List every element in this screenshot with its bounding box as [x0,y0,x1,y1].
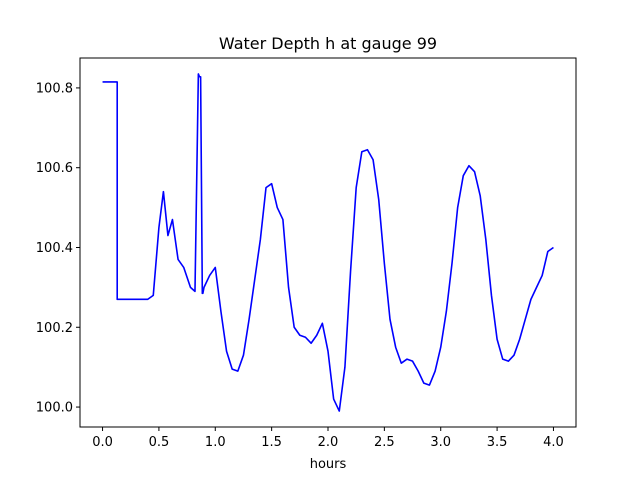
plot-area [102,73,554,412]
y-tick-label: 100.0 [36,401,73,416]
chart-title: Water Depth h at gauge 99 [219,34,437,53]
y-axis: 100.0 100.2 100.4 100.6 100.8 [36,81,80,416]
y-tick-label: 100.4 [36,241,73,256]
x-tick-label: 1.5 [261,435,282,450]
x-tick-label: 1.0 [205,435,226,450]
x-tick-label: 3.0 [430,435,451,450]
y-tick-label: 100.8 [36,81,73,96]
series-line [102,73,554,412]
x-axis: 0.0 0.5 1.0 1.5 2.0 2.5 3.0 3.5 4.0 [92,427,564,450]
x-tick-label: 4.0 [543,435,564,450]
x-tick-label: 3.5 [487,435,508,450]
y-tick-label: 100.2 [36,321,73,336]
x-tick-label: 0.0 [92,435,113,450]
y-tick-label: 100.6 [36,161,73,176]
x-tick-label: 0.5 [149,435,170,450]
x-tick-label: 2.0 [318,435,339,450]
x-tick-label: 2.5 [374,435,395,450]
x-axis-label: hours [310,457,347,472]
